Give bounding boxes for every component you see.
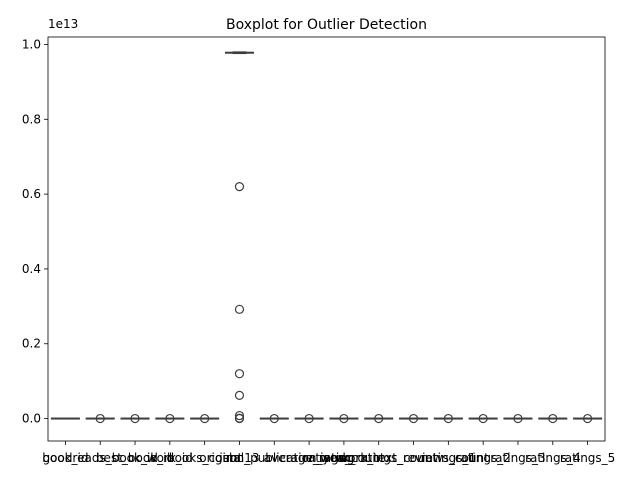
x-tick-label: work_id [147,451,193,465]
outlier-point [234,182,245,192]
y-tick-label: 0.0 [22,412,41,426]
x-tick-label: ratings_5 [560,451,615,465]
outlier-point [478,413,488,424]
outlier-point [200,413,210,424]
x-tick-label: ratings_4 [525,451,580,465]
x-tick-label: average_rating [264,451,355,465]
y-tick-label: 0.4 [22,262,41,276]
outlier-point [304,413,314,424]
x-tick-label: books_count [167,451,243,465]
y-tick-label: 0.2 [22,337,41,351]
box-group [294,413,324,424]
x-tick-label: isbn13 [219,451,259,465]
x-tick-label: ratings_3 [490,451,545,465]
outlier-point [130,413,140,424]
outlier-point [269,413,279,424]
x-tick-label: ratings_2 [455,451,510,465]
x-tick-label: ratings_1 [421,451,476,465]
box-group [259,413,289,424]
x-tick-label: work_ratings_count [320,451,437,465]
outlier-point [443,413,453,424]
outlier-point [234,369,245,379]
x-tick-label: work_text_reviews_count [338,451,489,465]
plot-frame [47,36,606,442]
boxplot-marks [50,51,603,424]
x-tick-label: goodreads_book_id [43,451,158,465]
outlier-point [339,413,349,424]
box-group [155,413,185,424]
outlier-point [548,413,558,424]
x-axis: book_idgoodreads_book_idbest_book_idwork… [42,441,615,465]
outlier-point [95,413,105,424]
x-tick-label: original_publication_year [199,451,349,465]
box-group [573,413,603,424]
outlier-point [582,413,593,424]
x-tick-label: book_id [42,451,88,465]
y-tick-label: 1.0 [22,37,41,51]
outlier-point [374,413,384,424]
outlier-point [234,413,245,424]
outlier-point [234,390,245,400]
outlier-point [513,413,523,424]
chart-title: Boxplot for Outlier Detection [226,17,427,33]
box-group [433,413,463,424]
box-group [120,413,150,424]
y-axis: 0.0 0.2 0.4 0.6 0.8 1.0 [22,37,48,426]
x-tick-label: ratings_count [303,451,385,465]
box-group [503,413,533,424]
box-group [50,417,80,420]
y-tick-label: 0.6 [22,187,41,201]
outlier-point [234,410,245,421]
box-group [190,413,220,424]
box-group [538,413,568,424]
box-group [85,413,115,424]
outlier-point [408,413,419,424]
outlier-point [234,304,245,314]
y-offset-label: 1e13 [48,17,78,31]
box-group [364,413,394,424]
box-group [468,413,498,424]
box-group [399,413,429,424]
outlier-point [165,413,175,424]
box-group [329,413,359,424]
box-group [224,51,254,424]
x-tick-label: best_book_id [96,451,174,465]
y-tick-label: 0.8 [22,112,41,126]
